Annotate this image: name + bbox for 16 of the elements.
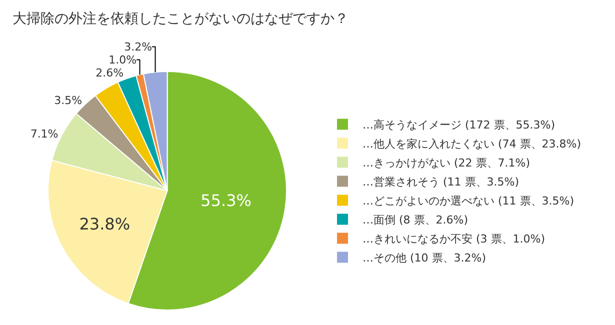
legend-label: …他人を家に入れたくない (74 票、23.8%) bbox=[362, 138, 582, 151]
data-label: 3.5% bbox=[54, 94, 82, 108]
legend-label: …きっかけがない (22 票、7.1%) bbox=[362, 156, 530, 170]
data-label: 55.3% bbox=[200, 191, 252, 210]
data-label: 3.2% bbox=[124, 40, 152, 54]
chart-title: 大掃除の外注を依頼したことがないのはなぜですか？ bbox=[12, 10, 348, 27]
legend-label: …面倒 (8 票、2.6%) bbox=[362, 214, 468, 227]
legend-label: …高そうなイメージ (172 票、55.3%) bbox=[362, 118, 556, 132]
legend-label: …どこがよいのか選べない (11 票、3.5%) bbox=[362, 194, 574, 208]
data-label: 23.8% bbox=[79, 214, 130, 234]
data-label: 1.0% bbox=[108, 53, 137, 66]
data-label: 2.6% bbox=[96, 66, 124, 80]
legend-label: …営業されそう (11 票、3.5%) bbox=[362, 176, 520, 189]
data-label: 7.1% bbox=[30, 128, 58, 141]
legend-label: …その他 (10 票、3.2%) bbox=[362, 252, 486, 265]
legend-label: …きれいになるか不安 (3 票、1.0%) bbox=[362, 232, 546, 246]
